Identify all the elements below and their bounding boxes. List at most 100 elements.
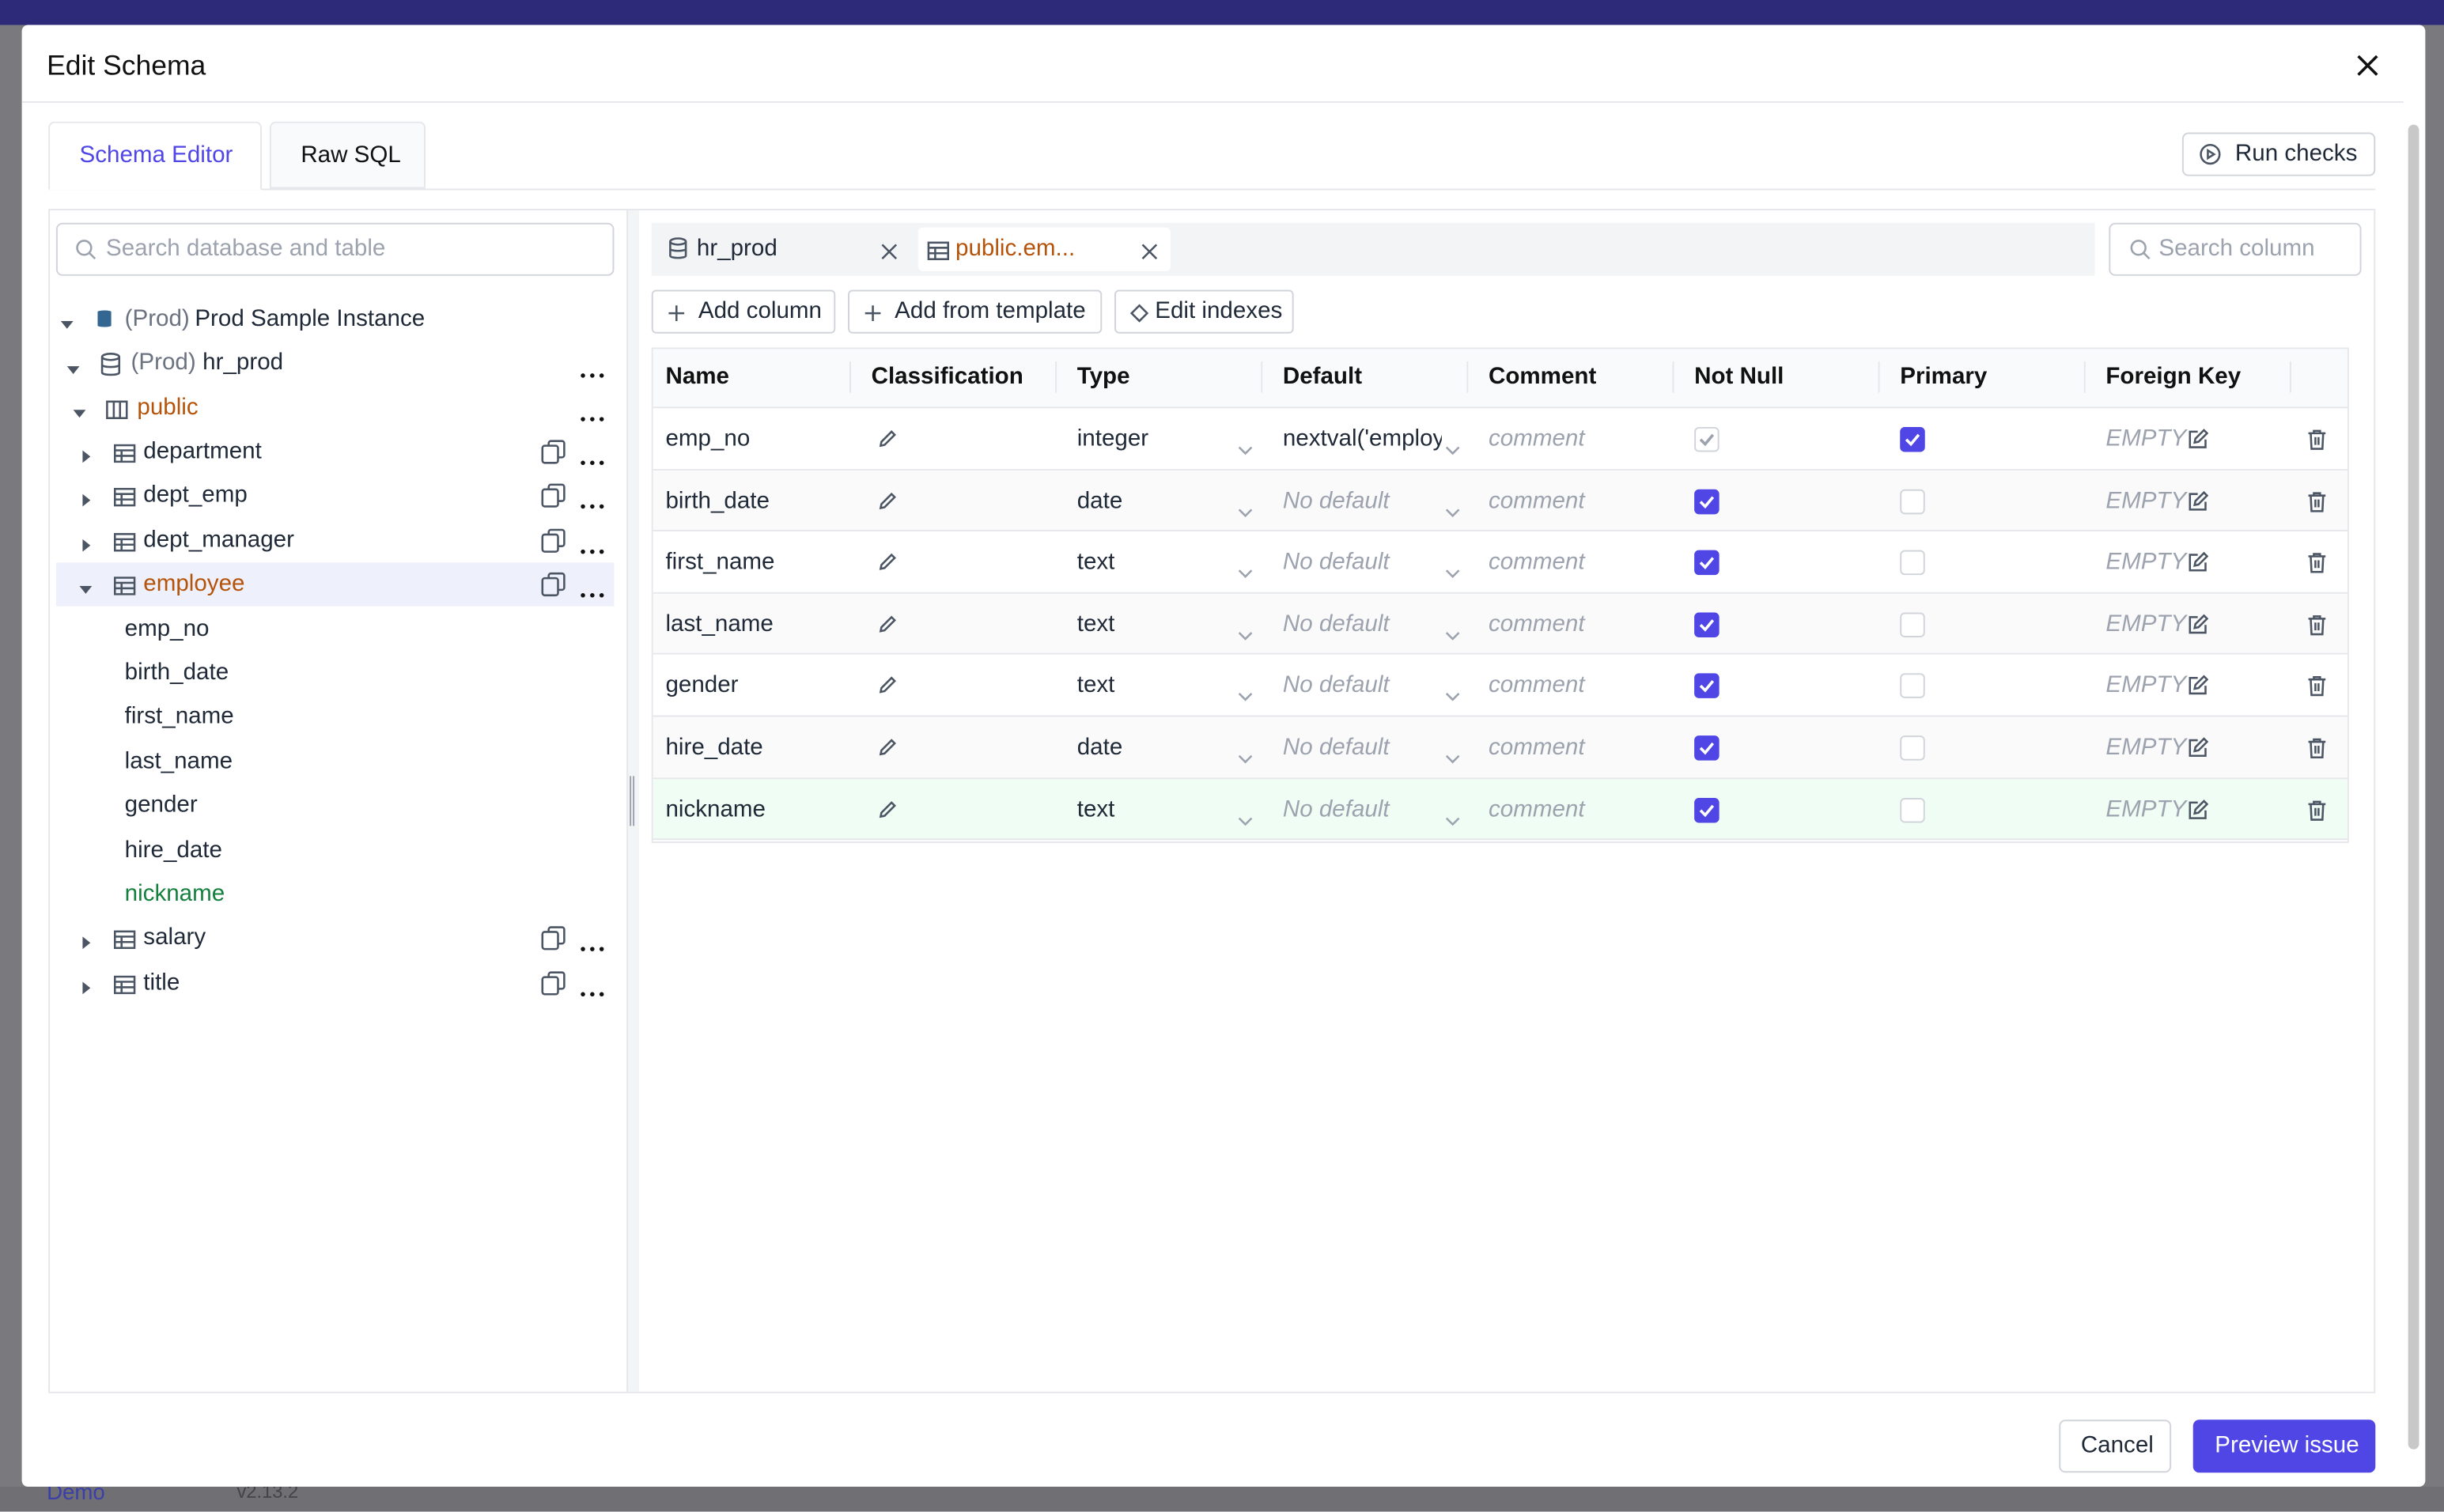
checkbox[interactable]	[1694, 550, 1720, 576]
edit-foreign-key[interactable]	[2187, 737, 2209, 759]
check-mark	[1699, 680, 1715, 694]
edit-foreign-key[interactable]	[2187, 799, 2209, 821]
more-button[interactable]	[580, 536, 605, 554]
circle-shape	[599, 373, 604, 378]
edit-classification[interactable]	[877, 675, 898, 696]
cancel-button[interactable]	[2059, 1419, 2172, 1473]
editor-tab-active[interactable]	[917, 227, 1171, 271]
delete-button[interactable]	[2307, 614, 2328, 636]
checkbox[interactable]	[1694, 488, 1720, 514]
caret[interactable]	[78, 975, 94, 994]
dropdown-arrow[interactable]	[1238, 558, 1254, 579]
dropdown-arrow[interactable]	[1238, 497, 1254, 517]
edit-foreign-key[interactable]	[2187, 429, 2209, 451]
path-shape	[2308, 553, 2326, 573]
more-button[interactable]	[580, 403, 605, 421]
tab-inactive[interactable]	[269, 121, 426, 189]
caret[interactable]	[66, 357, 81, 374]
dropdown-arrow[interactable]	[1445, 743, 1461, 764]
close-button[interactable]	[2355, 53, 2381, 78]
edit-classification[interactable]	[877, 490, 898, 511]
delete-button[interactable]	[2307, 799, 2328, 821]
edit-classification[interactable]	[877, 799, 898, 819]
dropdown-arrow[interactable]	[1238, 435, 1254, 455]
more-button[interactable]	[580, 492, 605, 509]
circle-shape	[581, 417, 585, 421]
more-button[interactable]	[580, 580, 605, 598]
more-button[interactable]	[580, 448, 605, 466]
dropdown-arrow[interactable]	[1238, 620, 1254, 641]
svg-shape	[581, 417, 604, 421]
run-checks-button[interactable]	[2181, 132, 2376, 176]
copy-button[interactable]	[541, 528, 566, 554]
copy-button[interactable]	[541, 484, 566, 509]
tab-label: Schema Editor	[79, 142, 233, 168]
tab-active[interactable]	[48, 121, 263, 191]
more-button[interactable]	[580, 360, 605, 378]
dropdown-arrow[interactable]	[1445, 805, 1461, 826]
circle-shape	[599, 417, 604, 421]
edit-foreign-key[interactable]	[2187, 614, 2209, 636]
checkbox[interactable]	[1900, 612, 1925, 637]
header-divider	[1261, 361, 1263, 393]
caret[interactable]	[78, 489, 94, 508]
checkbox[interactable]	[1694, 612, 1720, 637]
search-input[interactable]	[55, 222, 615, 276]
dropdown-arrow[interactable]	[1445, 497, 1461, 517]
cell-comment: comment	[1488, 734, 1585, 761]
checkbox[interactable]	[1900, 674, 1925, 699]
caret[interactable]	[78, 533, 94, 552]
path-shape	[547, 971, 566, 990]
edit-classification[interactable]	[877, 552, 898, 573]
caret[interactable]	[59, 312, 75, 329]
checkbox[interactable]	[1900, 550, 1925, 576]
tab-close[interactable]	[1141, 240, 1159, 260]
preview-button[interactable]	[2192, 1419, 2376, 1473]
caret[interactable]	[78, 444, 94, 463]
delete-button[interactable]	[2307, 552, 2328, 574]
edit-classification[interactable]	[877, 429, 898, 449]
delete-button[interactable]	[2307, 737, 2328, 759]
dropdown-arrow[interactable]	[1445, 558, 1461, 579]
edit-classification[interactable]	[877, 614, 898, 634]
edit-foreign-key[interactable]	[2187, 490, 2209, 512]
checkbox[interactable]	[1694, 735, 1720, 761]
dropdown-arrow[interactable]	[1238, 743, 1254, 764]
path-shape	[2189, 492, 2207, 510]
column-search[interactable]	[2109, 222, 2362, 276]
copy-button[interactable]	[541, 573, 566, 598]
caret[interactable]	[72, 400, 88, 418]
toolbar-button[interactable]	[1114, 289, 1294, 334]
toolbar-button[interactable]	[651, 289, 836, 334]
dropdown-arrow[interactable]	[1445, 435, 1461, 455]
more-button[interactable]	[580, 978, 605, 996]
checkbox[interactable]	[1694, 674, 1720, 699]
more-button[interactable]	[580, 934, 605, 952]
checkbox[interactable]	[1694, 797, 1720, 822]
checkbox[interactable]	[1900, 426, 1925, 452]
caret[interactable]	[78, 577, 94, 595]
circle-shape	[590, 505, 595, 509]
dropdown-arrow[interactable]	[1445, 620, 1461, 641]
edit-foreign-key[interactable]	[2187, 552, 2209, 574]
caret[interactable]	[78, 931, 94, 950]
dropdown-arrow[interactable]	[1238, 805, 1254, 826]
checkbox[interactable]	[1900, 735, 1925, 761]
delete-button[interactable]	[2307, 490, 2328, 512]
dropdown-arrow[interactable]	[1445, 682, 1461, 702]
checkbox[interactable]	[1900, 797, 1925, 822]
delete-button[interactable]	[2307, 675, 2328, 697]
path-shape	[879, 492, 896, 509]
edit-foreign-key[interactable]	[2187, 675, 2209, 697]
svg-shape	[879, 677, 896, 694]
copy-button[interactable]	[541, 440, 566, 465]
toolbar-button[interactable]	[848, 289, 1103, 334]
tab-close[interactable]	[880, 240, 898, 260]
copy-button[interactable]	[541, 926, 566, 951]
checkbox[interactable]	[1900, 488, 1925, 514]
dropdown-arrow[interactable]	[1238, 682, 1254, 702]
delete-button[interactable]	[2307, 429, 2328, 451]
path-shape	[928, 247, 948, 259]
edit-classification[interactable]	[877, 737, 898, 758]
copy-button[interactable]	[541, 970, 566, 996]
